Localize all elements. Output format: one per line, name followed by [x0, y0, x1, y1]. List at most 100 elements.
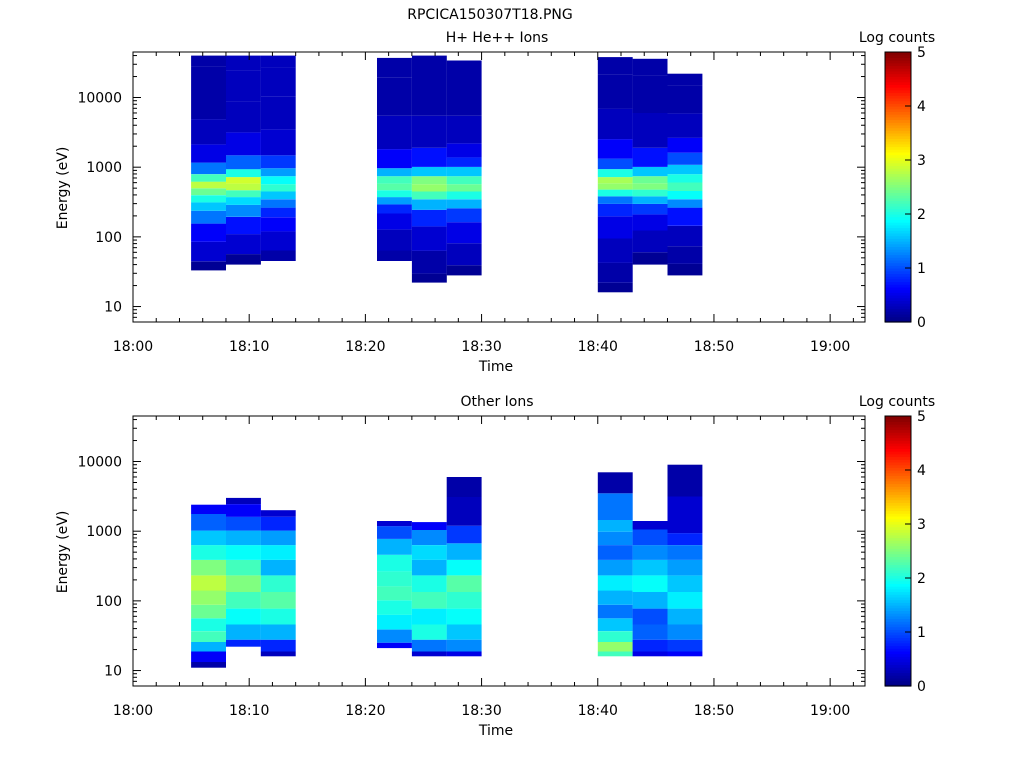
- colorbar-segment: [885, 480, 911, 485]
- heatmap-cell: [411, 639, 447, 652]
- heatmap-cell: [260, 545, 296, 560]
- colorbar-segment: [885, 556, 911, 560]
- heatmap-cell: [446, 60, 482, 79]
- heatmap-cell: [446, 176, 482, 185]
- heatmap-cell: [632, 75, 668, 113]
- y-tick-label: 1000: [86, 524, 122, 540]
- heatmap-cell: [226, 70, 261, 102]
- colorbar-segment: [885, 222, 911, 226]
- heatmap-cell: [667, 207, 703, 226]
- heatmap-cell: [377, 586, 412, 601]
- figure-filename: RPCICA150307T18.PNG: [407, 7, 572, 23]
- colorbar-segment: [885, 467, 911, 471]
- colorbar-segment: [885, 57, 911, 61]
- heatmap-cell: [446, 575, 482, 592]
- colorbar-segment: [885, 111, 911, 115]
- y-tick-label: 10000: [77, 455, 122, 471]
- heatmap-cell: [411, 166, 447, 177]
- heatmap-cell: [667, 190, 703, 200]
- colorbar-segment: [885, 178, 911, 183]
- heatmap-cell: [260, 191, 296, 200]
- colorbar-segment: [885, 54, 911, 58]
- heatmap-cell: [597, 631, 633, 642]
- colorbar-segment: [885, 615, 911, 620]
- colorbar-segment: [885, 453, 911, 458]
- heatmap-cell: [446, 624, 482, 640]
- heatmap-cell: [260, 176, 296, 185]
- colorbar-segment: [885, 486, 911, 490]
- colorbar-segment: [885, 135, 911, 139]
- heatmap-cell: [446, 184, 482, 192]
- heatmap-cell: [446, 199, 482, 209]
- colorbar-segment: [885, 230, 911, 234]
- colorbar-segment: [885, 154, 911, 158]
- colorbar-segment: [885, 418, 911, 422]
- colorbar-segment: [885, 97, 911, 102]
- heatmap-cell: [632, 545, 668, 560]
- colorbar-segment: [885, 667, 911, 671]
- heatmap-cell: [667, 225, 703, 247]
- colorbar-segment: [885, 505, 911, 509]
- colorbar-segment: [885, 305, 911, 310]
- colorbar-segment: [885, 68, 911, 72]
- heatmap-cell: [667, 592, 703, 609]
- colorbar-segment: [885, 524, 911, 528]
- heatmap-cell: [226, 504, 261, 517]
- colorbar-segment: [885, 669, 911, 674]
- heatmap-cell: [226, 55, 261, 71]
- colorbar-segment: [885, 513, 911, 517]
- heatmap-cell: [377, 168, 412, 177]
- colorbar-segment: [885, 60, 911, 64]
- heatmap-cell: [667, 651, 703, 657]
- heatmap-cell: [446, 79, 482, 116]
- heatmap-cell: [191, 651, 226, 662]
- x-tick-label: 18:30: [461, 339, 501, 355]
- heatmap-cell: [411, 250, 447, 274]
- colorbar-segment: [885, 537, 911, 541]
- colorbar-segment: [885, 602, 911, 606]
- heatmap-cell: [411, 176, 447, 185]
- heatmap-cell: [226, 545, 261, 560]
- colorbar-segment: [885, 650, 911, 655]
- x-tick-label: 18:50: [694, 339, 734, 355]
- colorbar-segment: [885, 146, 911, 150]
- heatmap-cell: [191, 575, 226, 591]
- heatmap-cell: [411, 76, 447, 116]
- colorbar-segment: [885, 281, 911, 285]
- colorbar-segment: [885, 448, 911, 452]
- colorbar-segment: [885, 286, 911, 291]
- heatmap-cell: [260, 129, 296, 156]
- heatmap-cell: [632, 214, 668, 231]
- colorbar-segment: [885, 510, 911, 514]
- colorbar-segment: [885, 100, 911, 104]
- colorbar-segment: [885, 257, 911, 261]
- colorbar-segment: [885, 214, 911, 218]
- colorbar-segment: [885, 553, 911, 557]
- colorbar-segment: [885, 168, 911, 172]
- colorbar-segment: [885, 208, 911, 212]
- colorbar-segment: [885, 295, 911, 299]
- colorbar-tick-label: 3: [917, 153, 926, 169]
- colorbar-segment: [885, 241, 911, 245]
- colorbar-segment: [885, 502, 911, 506]
- heatmap-cell: [632, 521, 668, 530]
- colorbar-tick-label: 5: [917, 409, 926, 425]
- colorbar-segment: [885, 499, 911, 503]
- colorbar-segment: [885, 588, 911, 593]
- heatmap-cell: [411, 199, 447, 210]
- panel-title: H+ He++ Ions: [446, 30, 549, 46]
- heatmap-cell: [191, 181, 226, 189]
- plot-frame: [132, 415, 866, 687]
- colorbar-segment: [885, 464, 911, 468]
- heatmap-cell: [191, 174, 226, 182]
- colorbar-segment: [885, 316, 911, 320]
- colorbar-segment: [885, 278, 911, 283]
- x-axis: 18:00 18:10 18:20 18:30 18:40 18:50 19:00: [113, 52, 854, 355]
- heatmap-cell: [446, 222, 482, 244]
- heatmap-cell: [226, 530, 261, 546]
- heatmap-cell: [632, 651, 668, 657]
- colorbar-segment: [885, 572, 911, 576]
- heatmap-cell: [597, 57, 633, 75]
- heatmap-cell: [377, 571, 412, 587]
